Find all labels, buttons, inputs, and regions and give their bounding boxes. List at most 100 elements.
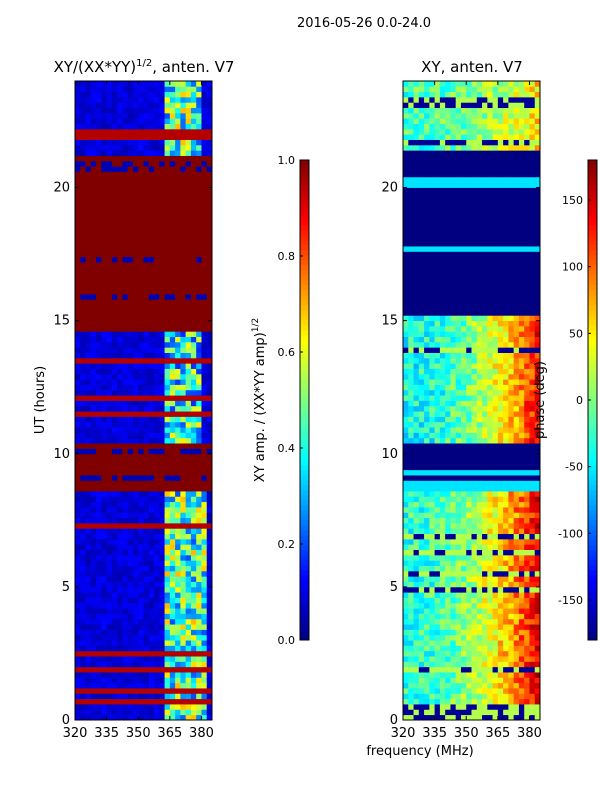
heatmap-cell — [518, 389, 525, 396]
heatmap-cell — [487, 507, 493, 513]
heatmap-cell — [148, 400, 155, 407]
heatmap-cell — [492, 709, 499, 716]
heatmap-cell — [529, 437, 536, 444]
heatmap-cell — [429, 682, 436, 689]
heatmap-cell — [180, 336, 187, 343]
heatmap-cell — [408, 405, 414, 412]
heatmap-cell — [143, 469, 150, 476]
heatmap-cell — [159, 656, 165, 662]
heatmap-cell — [127, 331, 134, 337]
heatmap-cell — [164, 240, 171, 247]
heatmap-cell — [90, 640, 97, 646]
heatmap-cell — [487, 405, 493, 412]
heatmap-cell — [518, 522, 525, 529]
heatmap-cell — [106, 336, 113, 343]
heatmap-cell — [513, 491, 520, 497]
heatmap-cell — [487, 645, 493, 652]
colorbar-segment — [300, 400, 309, 406]
heatmap-cell — [476, 496, 483, 503]
heatmap-cell — [190, 171, 197, 178]
heatmap-cell — [169, 629, 176, 636]
heatmap-cell — [148, 347, 155, 353]
heatmap-cell — [190, 134, 197, 140]
heatmap-cell — [122, 182, 129, 188]
heatmap-cell — [492, 512, 499, 519]
heatmap-cell — [80, 491, 86, 497]
heatmap-cell — [111, 693, 118, 700]
heatmap-cell — [403, 416, 409, 423]
heatmap-cell — [96, 155, 102, 162]
heatmap-cell — [434, 437, 441, 444]
heatmap-cell — [529, 538, 536, 545]
heatmap-cell — [482, 384, 488, 391]
heatmap-cell — [132, 224, 139, 231]
heatmap-cell — [85, 586, 92, 593]
heatmap-cell — [101, 251, 108, 258]
heatmap-cell — [80, 160, 86, 167]
heatmap-cell — [154, 421, 160, 428]
heatmap-cell — [159, 469, 165, 476]
heatmap-cell — [159, 91, 165, 98]
heatmap-cell — [85, 123, 92, 130]
heatmap-cell — [508, 453, 515, 460]
heatmap-cell — [529, 613, 536, 620]
heatmap-cell — [75, 709, 81, 716]
heatmap-cell — [492, 538, 499, 545]
heatmap-cell — [132, 640, 139, 646]
heatmap-cell — [439, 586, 446, 593]
heatmap-cell — [122, 688, 129, 694]
heatmap-cell — [132, 682, 139, 689]
heatmap-cell — [403, 560, 409, 566]
heatmap-cell — [101, 528, 108, 535]
heatmap-cell — [513, 485, 520, 492]
heatmap-cell — [513, 384, 520, 391]
heatmap-cell — [85, 517, 92, 524]
heatmap-cell — [206, 150, 213, 156]
heatmap-cell — [508, 485, 515, 492]
heatmap-cell — [503, 565, 509, 572]
heatmap-cell — [117, 347, 123, 353]
heatmap-cell — [96, 437, 102, 444]
heatmap-cell — [122, 262, 129, 268]
heatmap-cell — [424, 656, 430, 662]
heatmap-cell — [445, 512, 451, 519]
heatmap-cell — [206, 411, 213, 417]
heatmap-cell — [185, 278, 192, 284]
heatmap-cell — [159, 214, 165, 220]
heatmap-cell — [487, 522, 493, 529]
heatmap-cell — [96, 565, 102, 572]
figure-title: 2016-05-26 0.0-24.0 — [297, 16, 431, 31]
heatmap-cell — [96, 176, 102, 183]
heatmap-cell — [117, 299, 123, 306]
heatmap-cell — [206, 453, 213, 460]
heatmap-cell — [471, 560, 478, 566]
heatmap-cell — [185, 118, 192, 124]
heatmap-cell — [408, 379, 414, 385]
heatmap-cell — [190, 586, 197, 593]
heatmap-cell — [96, 198, 102, 204]
heatmap-cell — [85, 96, 92, 103]
heatmap-cell — [206, 214, 213, 220]
heatmap-cell — [127, 267, 134, 274]
heatmap-cell — [487, 427, 493, 433]
heatmap-cell — [408, 544, 414, 550]
heatmap-cell — [482, 650, 488, 657]
heatmap-cell — [455, 411, 462, 417]
heatmap-cell — [127, 544, 134, 550]
heatmap-cell — [127, 411, 134, 417]
heatmap-cell — [111, 139, 118, 146]
heatmap-cell — [529, 395, 536, 401]
heatmap-cell — [111, 363, 118, 369]
heatmap-cell — [185, 411, 192, 417]
heatmap-cell — [445, 698, 451, 705]
heatmap-cell — [196, 666, 202, 673]
heatmap-cell — [508, 496, 515, 503]
heatmap-cell — [466, 421, 472, 428]
heatmap-cell — [185, 123, 192, 130]
heatmap-cell — [524, 432, 530, 439]
heatmap-cell — [513, 507, 520, 513]
heatmap-cell — [148, 341, 155, 348]
heatmap-cell — [169, 645, 176, 652]
heatmap-cell — [127, 645, 134, 652]
heatmap-cell — [169, 416, 176, 423]
